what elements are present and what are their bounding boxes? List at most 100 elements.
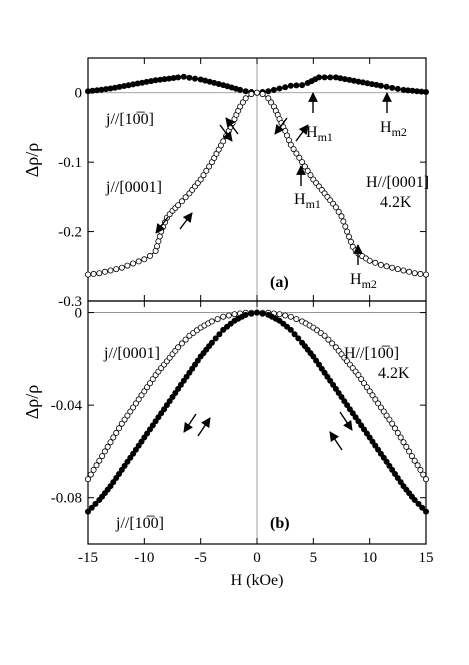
data-point-open xyxy=(107,439,114,446)
y-tick-label: -0.08 xyxy=(51,491,82,507)
x-tick-label: -15 xyxy=(78,550,98,566)
data-point-open xyxy=(386,416,393,423)
data-point-filled xyxy=(315,361,322,368)
data-point-open xyxy=(85,476,92,483)
data-point-open xyxy=(85,271,92,278)
data-point-open xyxy=(400,439,407,446)
data-point-open xyxy=(344,228,351,235)
data-point-open xyxy=(231,311,238,318)
data-point-filled xyxy=(338,393,345,400)
data-point-open xyxy=(197,176,204,183)
data-point-open xyxy=(135,396,142,403)
arrow xyxy=(274,117,288,135)
data-point-open xyxy=(182,194,189,201)
data-point-open xyxy=(394,429,401,436)
data-point-filled xyxy=(194,357,201,364)
data-point-filled xyxy=(291,331,298,338)
data-point-open xyxy=(110,434,117,441)
data-point-filled xyxy=(175,385,182,392)
data-point-filled xyxy=(397,479,404,486)
data-point-filled xyxy=(259,310,266,317)
data-point-open xyxy=(406,268,413,275)
data-point-open xyxy=(138,392,145,399)
data-point-filled xyxy=(360,426,367,433)
data-point-open xyxy=(287,313,294,320)
data-point-open xyxy=(389,264,396,271)
data-point-open xyxy=(366,257,373,264)
data-point-open xyxy=(338,213,345,220)
x-tick-label: -5 xyxy=(194,550,207,566)
data-point-open xyxy=(391,425,398,432)
data-point-open xyxy=(130,260,137,267)
x-tick-label: -10 xyxy=(134,550,154,566)
data-point-filled xyxy=(189,365,196,372)
data-point-filled xyxy=(389,466,396,473)
data-point-open xyxy=(406,448,413,455)
data-point-open xyxy=(208,318,215,325)
data-point-filled xyxy=(186,369,193,376)
data-point-filled xyxy=(177,381,184,388)
data-point-filled xyxy=(327,377,334,384)
data-point-filled xyxy=(113,474,120,481)
data-point-open xyxy=(96,457,103,464)
data-point-filled xyxy=(172,389,179,396)
data-point-filled xyxy=(107,483,114,490)
data-point-open xyxy=(259,91,266,98)
arrow xyxy=(155,216,169,234)
data-point-filled xyxy=(389,84,396,91)
hm1-label: Hm1 xyxy=(306,124,333,144)
data-point-filled xyxy=(124,458,131,465)
data-point-open xyxy=(417,466,424,473)
data-point-filled xyxy=(282,84,289,91)
data-point-filled xyxy=(394,85,401,92)
panel-b: -15 -10 -5 0 5 10 15 0 -0.04 -0.08 Δρ/ρ H (kOe) (… xyxy=(22,300,434,589)
data-point-open xyxy=(345,233,352,240)
data-point-open xyxy=(422,476,429,483)
data-point-filled xyxy=(283,323,290,330)
data-point-filled xyxy=(92,500,99,507)
data-point-open xyxy=(152,247,159,254)
data-point-open xyxy=(214,316,221,323)
data-point-open xyxy=(268,99,275,106)
panel-b-annotation-field: H//[10̅0] xyxy=(344,345,399,362)
y-tick-label: -0.1 xyxy=(58,155,82,171)
panel-a-hm2-open-label: Hm2 xyxy=(350,271,377,291)
data-point-open xyxy=(375,400,382,407)
panel-a-hm1-filled-label: Hm1 xyxy=(306,124,333,144)
data-point-open xyxy=(293,316,300,323)
data-point-open xyxy=(377,404,384,411)
data-point-open xyxy=(411,457,418,464)
panel-a-hm2-filled-label: Hm2 xyxy=(380,119,407,139)
y-tick-label: -0.3 xyxy=(58,294,82,310)
data-point-open xyxy=(360,380,367,387)
data-point-open xyxy=(135,258,142,265)
data-point-open xyxy=(290,146,297,153)
data-point-open xyxy=(293,150,300,157)
data-point-filled xyxy=(355,418,362,425)
data-point-filled xyxy=(315,74,322,81)
data-point-open xyxy=(417,270,424,277)
data-point-open xyxy=(101,448,108,455)
data-point-filled xyxy=(158,410,165,417)
data-point-filled xyxy=(321,74,328,81)
data-point-open xyxy=(408,453,415,460)
data-point-filled xyxy=(276,85,283,92)
data-point-filled xyxy=(121,462,128,469)
data-point-open xyxy=(155,238,162,245)
data-point-filled xyxy=(383,458,390,465)
x-tick-label: 5 xyxy=(310,550,318,566)
data-point-filled xyxy=(242,88,249,95)
data-point-open xyxy=(253,89,260,96)
data-point-filled xyxy=(293,82,300,89)
data-point-open xyxy=(321,332,328,339)
data-point-filled xyxy=(152,418,159,425)
data-point-filled xyxy=(377,82,384,89)
panel-b-series-open-label: j//[0001] xyxy=(103,345,160,362)
data-point-filled xyxy=(186,74,193,81)
data-point-open xyxy=(101,268,108,275)
panel-b-marks xyxy=(85,309,429,515)
panel-b-reference-lines xyxy=(88,301,426,544)
data-point-filled xyxy=(191,361,198,368)
data-point-open xyxy=(394,266,401,273)
data-point-open xyxy=(372,259,379,266)
